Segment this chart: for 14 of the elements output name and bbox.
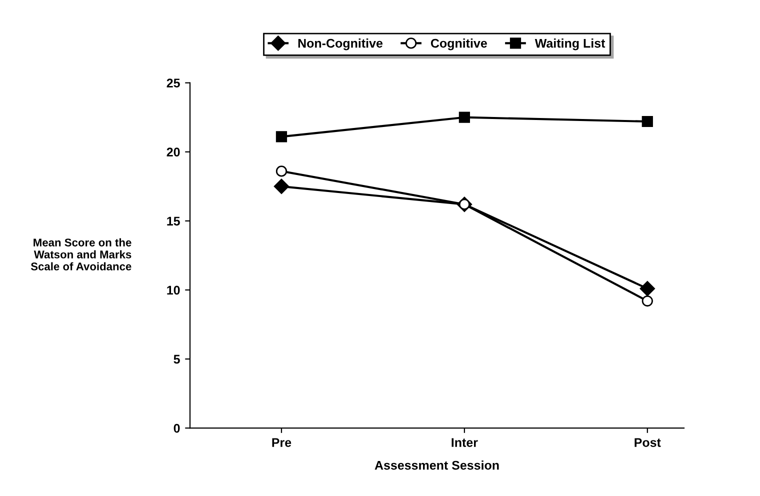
y-axis-title: Mean Score on the Watson and Marks Scale of Avoidance [30,238,132,270]
legend-label: Non-Cognitive [298,38,383,50]
x-tick-label: Post [634,438,661,447]
legend-label: Cognitive [430,38,487,50]
x-axis-title: Assessment Session [374,460,499,470]
y-tick-label: 25 [166,78,180,88]
y-tick-label: 0 [174,424,180,433]
y-tick-label: 10 [167,286,180,295]
y-tick-label: 20 [166,148,180,157]
x-tick-label: Inter [452,438,478,447]
legend-label: Waiting List [534,38,606,50]
y-tick-label: 5 [174,354,180,364]
x-tick-label: Pre [272,438,292,447]
y-tick-label: 15 [167,216,180,226]
